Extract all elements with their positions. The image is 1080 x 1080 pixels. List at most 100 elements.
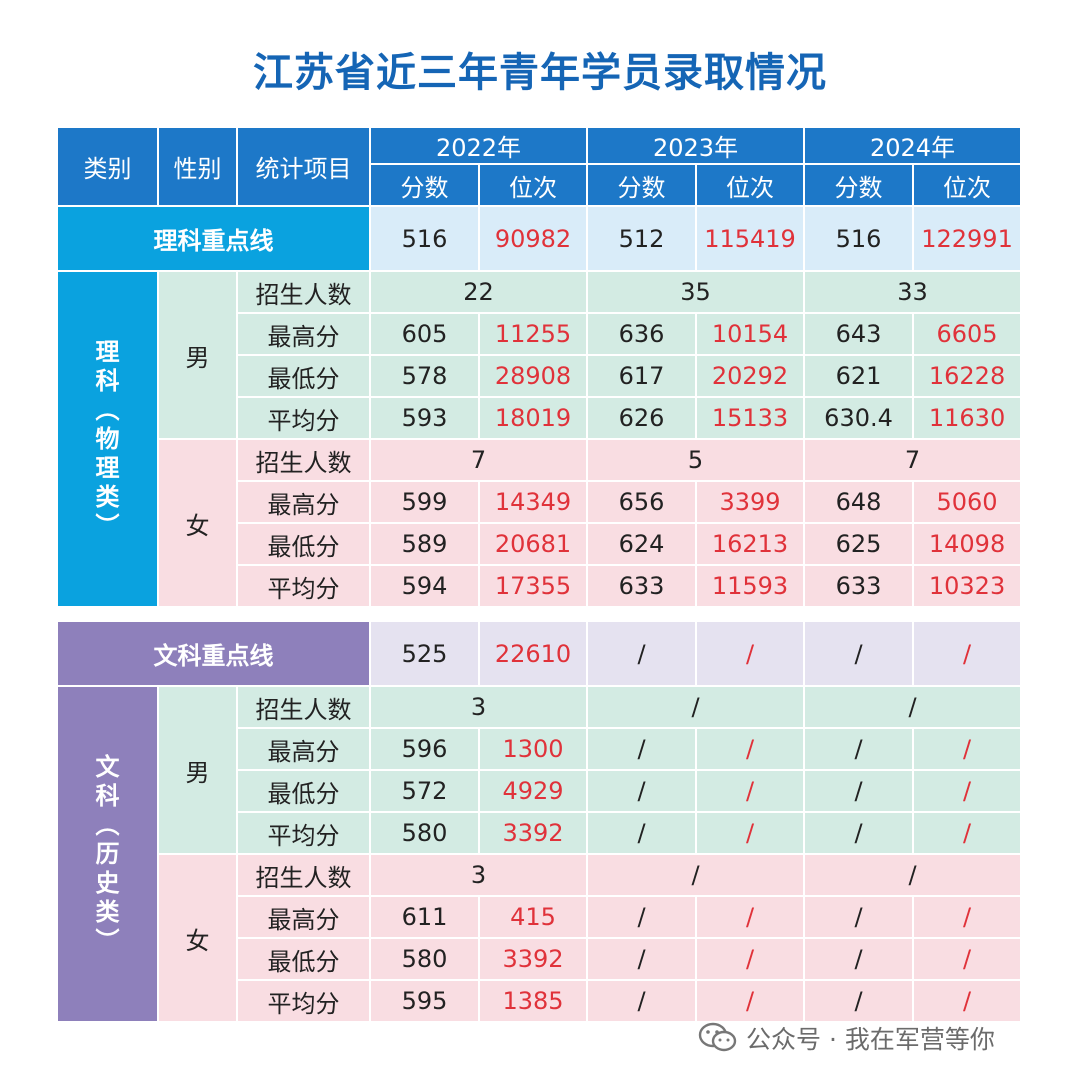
enroll-count: / bbox=[805, 855, 1023, 897]
arts-female-enroll-row: 女招生人数 3// bbox=[58, 855, 1023, 1023]
table-row: 最高分 599 14349 656 3399 648 5060 bbox=[58, 482, 1023, 524]
score-value: 580 bbox=[371, 939, 480, 981]
arts-category-label: 文 科 ︵ 历 史 类 ︶ bbox=[58, 687, 159, 1023]
table-row: 最低分 578 28908 617 20292 621 16228 bbox=[58, 356, 1023, 398]
item-label: 平均分 bbox=[238, 981, 371, 1023]
header-gender: 性别 bbox=[159, 128, 238, 207]
score-value: / bbox=[588, 729, 698, 771]
gender-label: 女 bbox=[159, 855, 238, 1023]
science-line-row: 理科重点线 516 90982 512 115419 516 122991 bbox=[58, 207, 1023, 272]
header-category: 类别 bbox=[58, 128, 159, 207]
rank-value: 17355 bbox=[480, 566, 589, 608]
enroll-count: 3 bbox=[371, 687, 589, 729]
item-label: 最低分 bbox=[238, 356, 371, 398]
score-value: 617 bbox=[588, 356, 698, 398]
score-value: / bbox=[805, 897, 915, 939]
table-body: 类别 性别 统计项目 2022年 2023年 2024年 分数 位次 分数 位次 分数 位次 理科重点线… bbox=[58, 128, 1023, 1023]
line-rank: 90982 bbox=[480, 207, 589, 272]
rank-value: 20292 bbox=[697, 356, 806, 398]
item-label: 招生人数 bbox=[238, 855, 371, 897]
line-score: 512 bbox=[588, 207, 698, 272]
rank-value: 3392 bbox=[480, 939, 589, 981]
table-row: 平均分 595 1385// / / bbox=[58, 981, 1023, 1023]
table-row: 最低分 572 4929// / / bbox=[58, 771, 1023, 813]
table-row: 最低分 589 20681 624 16213 625 14098 bbox=[58, 524, 1023, 566]
header-score: 分数 bbox=[805, 165, 915, 207]
score-value: 589 bbox=[371, 524, 480, 566]
line-score: 516 bbox=[371, 207, 480, 272]
score-value: 630.4 bbox=[805, 398, 915, 440]
header-year: 2023年 bbox=[588, 128, 806, 165]
rank-value: 3392 bbox=[480, 813, 589, 855]
rank-value: 10154 bbox=[697, 314, 806, 356]
score-value: 578 bbox=[371, 356, 480, 398]
score-value: 636 bbox=[588, 314, 698, 356]
admission-table: 类别 性别 统计项目 2022年 2023年 2024年 分数 位次 分数 位次 分数 位次 理科重点线… bbox=[58, 128, 1023, 1023]
rank-value: 11593 bbox=[697, 566, 806, 608]
science-line-label: 理科重点线 bbox=[58, 207, 371, 272]
score-value: / bbox=[588, 771, 698, 813]
table-row: 最高分 605 11255 636 10154 643 6605 bbox=[58, 314, 1023, 356]
header-item: 统计项目 bbox=[238, 128, 371, 207]
item-label: 招生人数 bbox=[238, 272, 371, 314]
arts-line-row: 文科重点线 525 22610// / / bbox=[58, 622, 1023, 687]
header-rank: 位次 bbox=[480, 165, 589, 207]
score-value: / bbox=[588, 939, 698, 981]
table-row: 最高分 596 1300// / / bbox=[58, 729, 1023, 771]
watermark-text: 公众号 · 我在军营等你 bbox=[746, 1025, 995, 1054]
header-year: 2022年 bbox=[371, 128, 589, 165]
line-score: / bbox=[588, 622, 698, 687]
item-label: 平均分 bbox=[238, 566, 371, 608]
rank-value: 11255 bbox=[480, 314, 589, 356]
item-label: 最低分 bbox=[238, 524, 371, 566]
section-gap bbox=[58, 608, 1023, 622]
rank-value: / bbox=[697, 939, 806, 981]
score-value: / bbox=[805, 813, 915, 855]
rank-value: 5060 bbox=[914, 482, 1023, 524]
line-rank: 22610 bbox=[480, 622, 589, 687]
rank-value: 1385 bbox=[480, 981, 589, 1023]
enroll-count: / bbox=[588, 687, 806, 729]
score-value: 625 bbox=[805, 524, 915, 566]
line-score: / bbox=[805, 622, 915, 687]
score-value: / bbox=[588, 897, 698, 939]
score-value: 605 bbox=[371, 314, 480, 356]
score-value: 594 bbox=[371, 566, 480, 608]
line-rank: / bbox=[914, 622, 1023, 687]
score-value: 580 bbox=[371, 813, 480, 855]
arts-male-enroll-row: 文 科 ︵ 历 史 类 ︶ 男招生人数 3// bbox=[58, 687, 1023, 1023]
score-value: 626 bbox=[588, 398, 698, 440]
rank-value: 1300 bbox=[480, 729, 589, 771]
science-female-enroll-row: 女招生人数 7 5 7 bbox=[58, 440, 1023, 608]
header-rank: 位次 bbox=[914, 165, 1023, 207]
rank-value: / bbox=[914, 813, 1023, 855]
item-label: 最高分 bbox=[238, 729, 371, 771]
score-value: 596 bbox=[371, 729, 480, 771]
score-value: 633 bbox=[588, 566, 698, 608]
header-score: 分数 bbox=[371, 165, 480, 207]
item-label: 最高分 bbox=[238, 897, 371, 939]
enroll-count: 7 bbox=[371, 440, 589, 482]
score-value: / bbox=[588, 813, 698, 855]
gender-label: 男 bbox=[159, 272, 238, 440]
science-category-label: 理 科 ︵ 物 理 类 ︶ bbox=[58, 272, 159, 608]
rank-value: 415 bbox=[480, 897, 589, 939]
rank-value: / bbox=[697, 897, 806, 939]
enroll-count: 5 bbox=[588, 440, 806, 482]
item-label: 最高分 bbox=[238, 314, 371, 356]
score-value: 599 bbox=[371, 482, 480, 524]
watermark: 公众号 · 我在军营等你 bbox=[698, 1020, 995, 1056]
rank-value: 16213 bbox=[697, 524, 806, 566]
rank-value: / bbox=[697, 771, 806, 813]
header-rank: 位次 bbox=[697, 165, 806, 207]
rank-value: 28908 bbox=[480, 356, 589, 398]
science-male-enroll-row: 理 科 ︵ 物 理 类 ︶ 男招生人数 22 35 33 bbox=[58, 272, 1023, 608]
rank-value: / bbox=[914, 981, 1023, 1023]
score-value: 624 bbox=[588, 524, 698, 566]
item-label: 平均分 bbox=[238, 813, 371, 855]
enroll-count: / bbox=[588, 855, 806, 897]
rank-value: 14349 bbox=[480, 482, 589, 524]
wechat-icon bbox=[698, 1022, 738, 1054]
score-value: 648 bbox=[805, 482, 915, 524]
header-score: 分数 bbox=[588, 165, 698, 207]
